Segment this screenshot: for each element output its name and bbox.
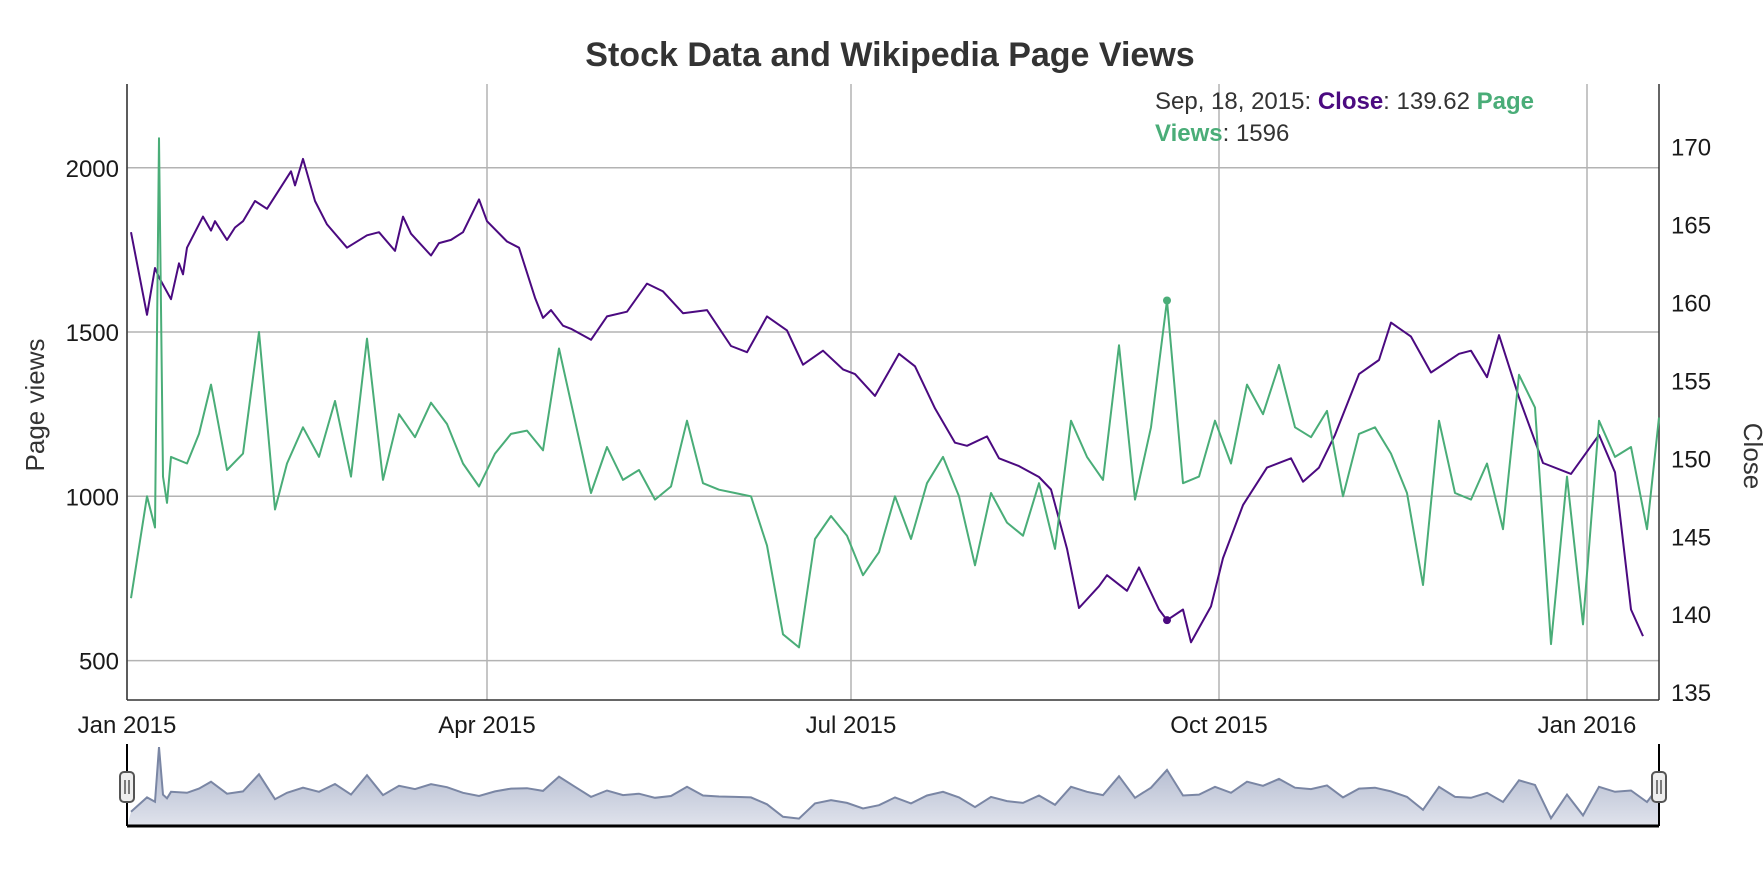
y-axis-right-label: Close bbox=[1738, 423, 1763, 489]
hover-views-label-2: Views bbox=[1155, 120, 1223, 147]
range-selector-area bbox=[127, 747, 1659, 826]
x-tick-label: Jul 2015 bbox=[806, 712, 897, 739]
range-handle-right[interactable] bbox=[1651, 771, 1667, 803]
hover-sep-3: : bbox=[1223, 120, 1236, 147]
hover-close-label: Close bbox=[1318, 88, 1383, 115]
x-tick-label: Jan 2015 bbox=[78, 712, 177, 739]
y-right-tick-label: 155 bbox=[1671, 368, 1711, 395]
hover-views-value: 1596 bbox=[1236, 120, 1289, 147]
range-selector-line bbox=[130, 747, 1660, 821]
range-handle-left[interactable] bbox=[119, 771, 135, 803]
chart-title: Stock Data and Wikipedia Page Views bbox=[585, 36, 1194, 74]
y-right-tick-label: 135 bbox=[1671, 680, 1711, 707]
hover-line-1: Sep, 18, 2015: Close: 139.62 Page bbox=[1155, 88, 1534, 115]
y-right-tick-label: 170 bbox=[1671, 134, 1711, 161]
y-left-tick-label: 1500 bbox=[66, 320, 119, 347]
range-handle-grip[interactable] bbox=[119, 771, 135, 803]
y-right-tick-label: 150 bbox=[1671, 446, 1711, 473]
y-right-tick-label: 145 bbox=[1671, 524, 1711, 551]
y-left-tick-label: 500 bbox=[79, 649, 119, 676]
hover-sep-1: : bbox=[1304, 88, 1317, 115]
hover-point-close bbox=[1163, 616, 1171, 625]
y-left-tick-label: 1000 bbox=[66, 484, 119, 511]
hover-date: Sep, 18, 2015 bbox=[1155, 88, 1304, 115]
y-right-tick-label: 160 bbox=[1671, 290, 1711, 317]
y-axis-left-label: Page views bbox=[20, 339, 50, 472]
range-selector[interactable] bbox=[119, 744, 1667, 828]
axes: 500 1000 1500 2000 135 140 145 150 155 160 165 170 J… bbox=[66, 84, 1711, 739]
range-handle-grip[interactable] bbox=[1651, 771, 1667, 803]
hover-sep-2: : bbox=[1383, 88, 1396, 115]
hover-line-2: Views: 1596 bbox=[1155, 120, 1289, 147]
x-tick-label: Jan 2016 bbox=[1538, 712, 1637, 739]
y-right-tick-label: 140 bbox=[1671, 602, 1711, 629]
hover-tooltip: Sep, 18, 2015: Close: 139.62 Page Views:… bbox=[1155, 88, 1534, 625]
series-line-page-views bbox=[130, 137, 1660, 649]
y-right-tick-label: 165 bbox=[1671, 212, 1711, 239]
series-lines bbox=[130, 137, 1660, 649]
grid-lines bbox=[126, 84, 1659, 700]
series-line-close bbox=[130, 157, 1644, 644]
y-left-tick-label: 2000 bbox=[66, 156, 119, 183]
hover-close-value: 139.62 bbox=[1397, 88, 1470, 115]
x-tick-label: Oct 2015 bbox=[1170, 712, 1267, 739]
hover-point-page-views bbox=[1163, 296, 1171, 305]
hover-views-label-1: Page bbox=[1477, 88, 1534, 115]
x-tick-label: Apr 2015 bbox=[438, 712, 535, 739]
